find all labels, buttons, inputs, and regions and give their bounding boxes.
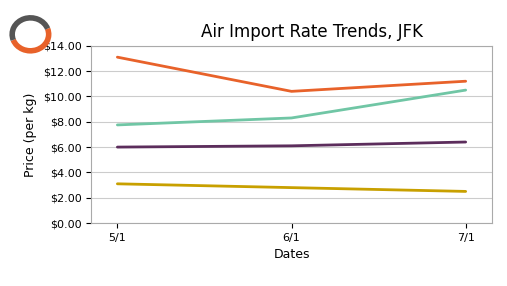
Title: Air Import Rate Trends, JFK: Air Import Rate Trends, JFK [201, 23, 422, 41]
X-axis label: Dates: Dates [273, 248, 310, 261]
Y-axis label: Price (per kg): Price (per kg) [24, 92, 37, 177]
